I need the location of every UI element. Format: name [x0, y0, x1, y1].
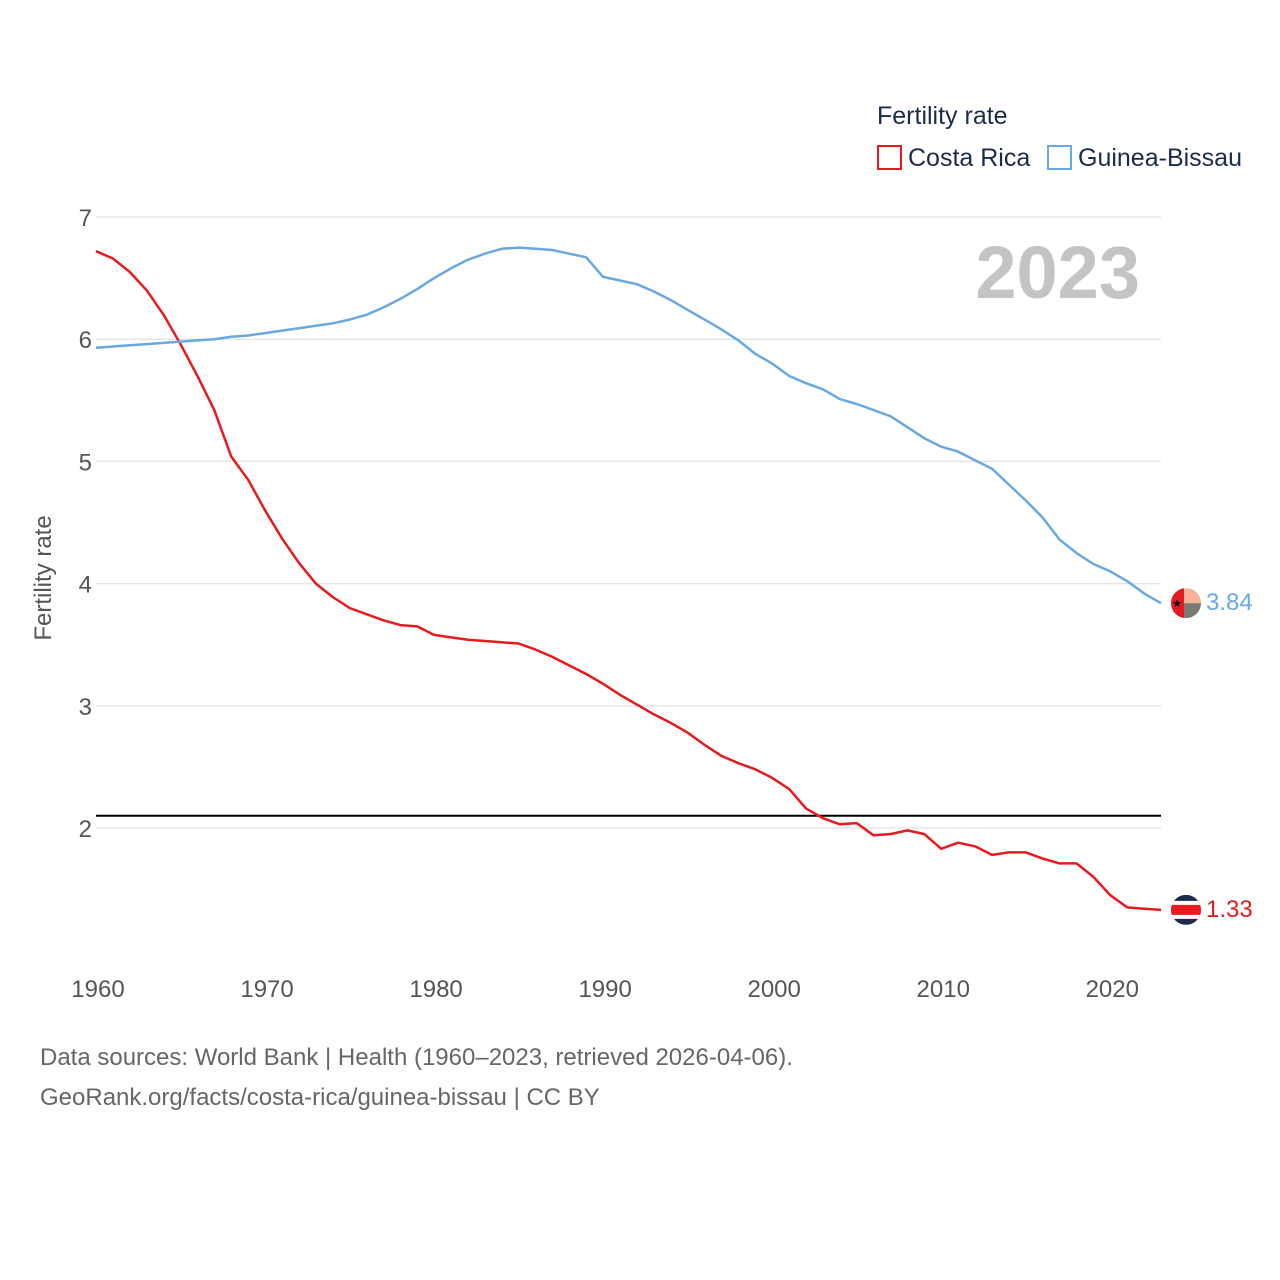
x-tick-labels: 1960 1970 1980 1990 2000 2010 2020 — [71, 976, 1139, 1003]
legend-title: Fertility rate — [877, 102, 1008, 130]
footer-source: Data sources: World Bank | Health (1960–… — [40, 1044, 793, 1071]
y-tick-labels: 2 3 4 5 6 7 — [79, 205, 92, 843]
y-axis-title: Fertility rate — [30, 515, 57, 640]
y-tick-label: 6 — [79, 327, 92, 354]
series-lines — [95, 246, 1162, 912]
costa-rica-flag-marker — [1171, 894, 1201, 925]
legend-label-costa-rica: Costa Rica — [908, 144, 1030, 172]
x-tick-label: 2010 — [917, 976, 970, 1003]
x-tick-label: 1960 — [71, 976, 124, 1003]
guinea-bissau-end-value: 3.84 — [1206, 589, 1253, 616]
y-tick-label: 5 — [79, 449, 92, 476]
legend-label-guinea-bissau: Guinea-Bissau — [1078, 144, 1242, 172]
x-tick-label: 1980 — [409, 976, 462, 1003]
x-tick-label: 1970 — [240, 976, 293, 1003]
y-tick-label: 2 — [79, 816, 92, 843]
gridlines — [96, 216, 1161, 829]
x-tick-label: 1990 — [578, 976, 631, 1003]
x-tick-label: 2000 — [747, 976, 800, 1003]
y-tick-label: 3 — [79, 694, 92, 721]
x-tick-label: 2020 — [1086, 976, 1139, 1003]
costa-rica-end-value: 1.33 — [1206, 896, 1253, 923]
legend-swatch-guinea-bissau[interactable] — [1047, 145, 1072, 170]
series-line-costa-rica[interactable] — [95, 250, 1162, 912]
guinea-bissau-flag-marker: ★ — [1171, 588, 1201, 619]
svg-text:★: ★ — [1172, 598, 1182, 610]
y-tick-label: 7 — [79, 205, 92, 232]
y-tick-label: 4 — [79, 572, 92, 599]
series-line-guinea-bissau[interactable] — [95, 246, 1162, 605]
legend-swatch-costa-rica[interactable] — [877, 145, 902, 170]
year-watermark: 2023 — [975, 231, 1140, 314]
legend: Costa Rica Guinea-Bissau — [877, 144, 1242, 172]
footer-attribution: GeoRank.org/facts/costa-rica/guinea-biss… — [40, 1084, 600, 1111]
